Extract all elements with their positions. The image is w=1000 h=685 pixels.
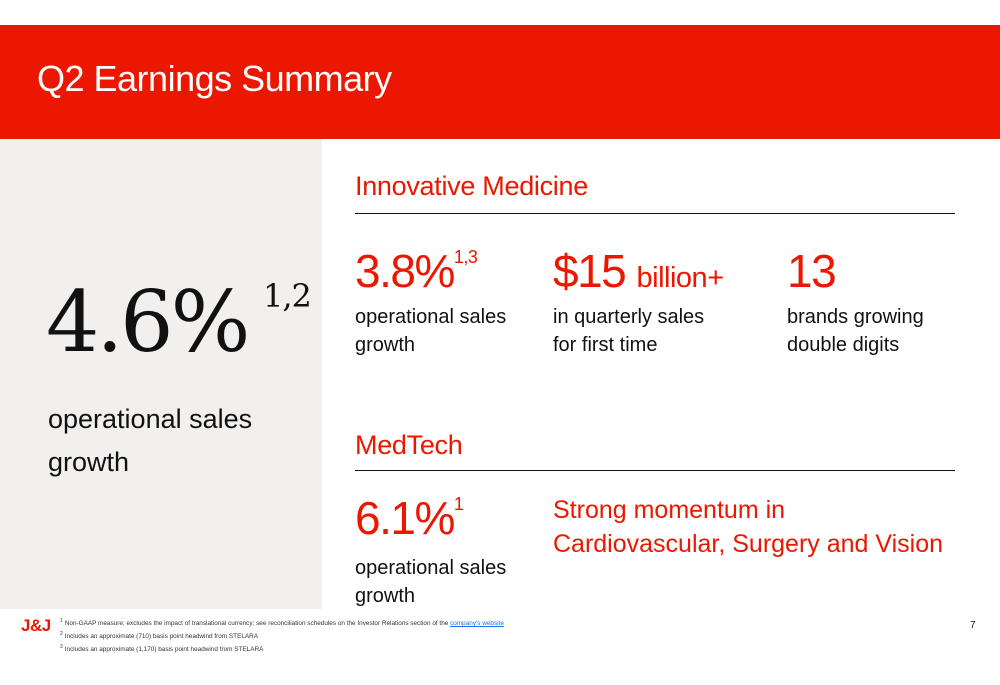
medtech-highlight: Strong momentum in Cardiovascular, Surge… [553,493,973,561]
im-quarterly-sales-caption: in quarterly sales for first time [553,303,704,359]
im-brands-value: 13 [787,245,837,297]
footnote-2-number: 2 [60,631,63,638]
page-title: Q2 Earnings Summary [37,58,392,99]
medtech-sales-growth-value: 6.1%1 [355,492,464,544]
im-sales-growth-value: 3.8%1,3 [355,245,478,297]
im-quarterly-sales-number: $15 [553,245,627,297]
jnj-logo: J&J [21,616,51,635]
footnote-2-text: Includes an approximate (710) basis poin… [64,633,259,641]
footnote-1-number: 1 [60,618,63,624]
im-quarterly-sales-caption-line-1: in quarterly sales [553,306,705,328]
medtech-sales-growth-caption: operational sales growth [355,554,506,610]
im-sales-growth-caption-line-2: growth [355,334,416,356]
medtech-highlight-line-1: Strong momentum in [553,496,786,524]
medtech-sales-growth-caption-line-1: operational sales [355,557,507,579]
headline-caption-line-2: growth [48,447,130,477]
headline-footnote-refs: 1,2 [263,277,312,315]
headline-caption-line-1: operational sales [48,404,253,434]
innovative-medicine-divider [355,213,955,214]
medtech-sales-growth-footnote-refs: 1 [453,494,464,514]
medtech-title: MedTech [355,430,463,460]
footnote-3-number: 3 [60,644,63,651]
im-brands-caption: brands growing double digits [787,303,924,359]
company-website-link[interactable]: company's website [450,620,504,628]
im-quarterly-sales-suffix: billion+ [636,262,725,294]
im-sales-growth-caption: operational sales growth [355,303,506,359]
medtech-sales-growth-caption-line-2: growth [355,585,416,607]
title-banner [0,25,1000,139]
headline-caption: operational sales growth [48,398,308,484]
im-brands-caption-line-1: brands growing [787,306,924,328]
im-sales-growth-footnote-refs: 1,3 [453,247,478,267]
footnote-1-text: Non-GAAP measure; excludes the impact of… [64,620,449,628]
medtech-divider [355,470,955,471]
im-sales-growth-caption-line-1: operational sales [355,306,507,328]
footnote-1: 1 Non-GAAP measure; excludes the impact o… [60,616,504,629]
medtech-sales-growth-number: 6.1% [355,492,455,544]
innovative-medicine-title: Innovative Medicine [355,171,588,201]
footnote-3-text: Includes an approximate (1,170) basis po… [64,646,264,654]
im-quarterly-sales-value: $15 billion+ [553,248,724,294]
footnote-3: 3 Includes an approximate (1,170) basis p… [60,642,504,655]
headline-value: 4.6% [46,273,250,371]
page-number: 7 [970,620,976,631]
medtech-highlight-line-2: Cardiovascular, Surgery and Vision [553,530,944,558]
im-brands-caption-line-2: double digits [787,334,900,356]
footnote-2: 2 Includes an approximate (710) basis poi… [60,629,504,642]
im-sales-growth-number: 3.8% [355,245,455,297]
footnotes: 1 Non-GAAP measure; excludes the impact o… [60,616,504,655]
headline-panel [0,139,322,609]
im-quarterly-sales-caption-line-2: for first time [553,334,658,356]
